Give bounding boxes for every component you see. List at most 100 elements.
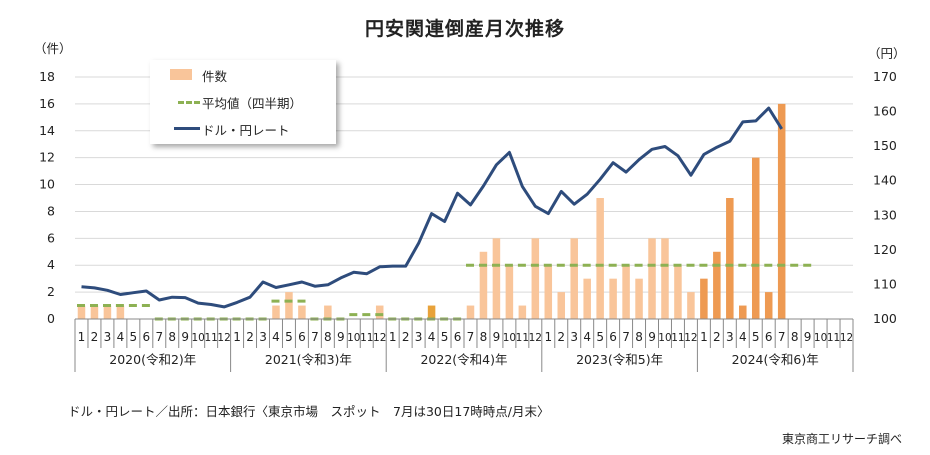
month-tick-label: 5: [441, 330, 449, 344]
month-tick-label: 7: [467, 330, 475, 344]
bar: [570, 238, 578, 319]
bar: [427, 305, 436, 319]
month-tick-label: 9: [648, 330, 656, 344]
bar: [518, 305, 527, 319]
left-axis-unit: （件）: [34, 41, 72, 56]
right-axis-unit: （円）: [868, 46, 906, 61]
month-tick-label: 3: [570, 330, 578, 344]
bar: [764, 292, 773, 319]
year-label: 2020(令和2)年: [109, 352, 196, 367]
bar: [544, 265, 553, 319]
month-tick-label: 1: [544, 330, 552, 344]
bar: [777, 103, 786, 319]
month-tick-label: 3: [259, 330, 267, 344]
bar: [90, 305, 99, 319]
left-tick-label: 14: [39, 123, 55, 138]
month-tick-label: 6: [298, 330, 306, 344]
month-tick-label: 8: [635, 330, 643, 344]
month-tick-label: 10: [814, 332, 827, 344]
bar: [285, 292, 293, 319]
bar: [700, 278, 708, 319]
year-label: 2023(令和5)年: [576, 352, 663, 367]
month-tick-label: 7: [778, 330, 786, 344]
month-tick-label: 4: [739, 330, 747, 344]
month-tick-label: 8: [168, 330, 176, 344]
bar: [622, 265, 630, 319]
month-tick-label: 9: [804, 330, 812, 344]
year-label: 2021(令和3)年: [265, 352, 352, 367]
month-tick-label: 11: [360, 332, 373, 344]
month-tick-label: 2: [713, 330, 721, 344]
month-tick-label: 4: [272, 330, 280, 344]
bar: [375, 305, 384, 319]
month-tick-label: 4: [428, 330, 436, 344]
month-tick-label: 5: [596, 330, 604, 344]
left-tick-label: 0: [47, 311, 55, 326]
legend-avg-label: 平均値（四半期）: [202, 95, 303, 111]
bar: [298, 305, 306, 319]
left-tick-label: 12: [39, 150, 55, 165]
month-tick-label: 12: [529, 332, 542, 344]
bar: [674, 265, 682, 319]
legend-item-avg: 平均値（四半期）: [150, 92, 302, 112]
legend-count-swatch: [170, 69, 192, 80]
year-label: 2024(令和6)年: [732, 352, 819, 367]
bar: [687, 292, 695, 319]
bar: [726, 198, 734, 319]
bar: [77, 305, 86, 319]
year-label: 2022(令和4)年: [420, 352, 507, 367]
month-tick-label: 5: [752, 330, 760, 344]
left-tick-label: 18: [39, 69, 55, 84]
legend-item-rate: ドル・円レート: [150, 119, 290, 139]
legend-item-count: 件数: [150, 65, 227, 85]
month-tick-label: 12: [217, 332, 230, 344]
bar: [648, 238, 656, 319]
month-tick-label: 11: [671, 332, 684, 344]
month-tick-label: 4: [583, 330, 591, 344]
left-tick-label: 8: [47, 203, 55, 218]
month-tick-label: 12: [684, 332, 697, 344]
month-tick-label: 1: [700, 330, 708, 344]
month-tick-label: 8: [324, 330, 332, 344]
left-tick-label: 6: [47, 230, 55, 245]
bar: [596, 198, 604, 319]
legend: 件数 平均値（四半期） ドル・円レート: [150, 60, 336, 144]
bar: [583, 278, 591, 319]
month-tick-label: 10: [191, 332, 204, 344]
month-tick-label: 8: [791, 330, 799, 344]
bar: [103, 305, 112, 319]
source-note: ドル・円レート／出所：日本銀行〈東京市場 スポット 7月は30日17時時点/月末…: [68, 404, 550, 419]
bar: [531, 238, 540, 319]
month-tick-label: 8: [480, 330, 488, 344]
bar: [661, 238, 669, 319]
bar: [739, 305, 747, 319]
month-tick-label: 6: [142, 330, 150, 344]
bar: [505, 265, 514, 319]
bar: [751, 157, 760, 319]
right-tick-label: 100: [873, 311, 897, 326]
month-tick-label: 12: [373, 332, 386, 344]
left-tick-label: 2: [47, 284, 55, 299]
month-tick-label: 2: [246, 330, 254, 344]
right-tick-label: 160: [873, 104, 897, 119]
bar: [713, 251, 721, 319]
month-tick-label: 10: [503, 332, 516, 344]
month-tick-label: 3: [415, 330, 423, 344]
left-tick-label: 10: [39, 177, 55, 192]
month-tick-label: 7: [311, 330, 319, 344]
credit: 東京商工リサーチ調べ: [781, 432, 902, 446]
month-tick-label: 11: [827, 332, 840, 344]
month-tick-label: 1: [389, 330, 397, 344]
month-tick-label: 1: [233, 330, 241, 344]
right-tick-label: 110: [873, 276, 897, 291]
month-tick-label: 6: [454, 330, 462, 344]
month-tick-label: 2: [91, 330, 99, 344]
legend-count-label: 件数: [202, 68, 228, 84]
bar: [635, 278, 643, 319]
right-tick-label: 170: [873, 69, 897, 84]
right-tick-label: 140: [873, 173, 897, 188]
legend-rate-swatch: [174, 127, 200, 130]
bar: [557, 292, 566, 319]
month-tick-label: 3: [726, 330, 734, 344]
left-tick-label: 4: [47, 257, 55, 272]
